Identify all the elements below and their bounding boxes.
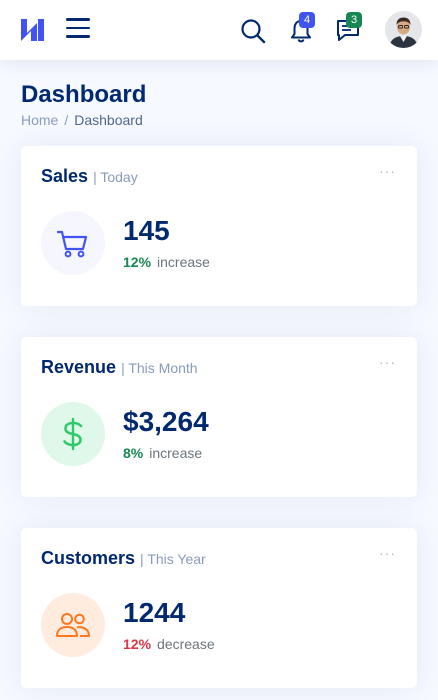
messages-badge: 3 — [346, 12, 362, 28]
breadcrumb: Home / Dashboard — [21, 111, 143, 129]
top-header: 4 3 — [0, 0, 438, 60]
card-title: Customers | This Year — [41, 548, 206, 568]
sales-card: Sales | Today ··· 145 12% increase — [21, 146, 417, 306]
card-value: 145 — [123, 215, 170, 246]
card-menu-icon[interactable]: ··· — [379, 545, 396, 561]
card-change: 12% increase — [123, 254, 210, 270]
notifications-badge: 4 — [299, 12, 315, 28]
menu-toggle-icon[interactable] — [66, 18, 90, 40]
card-menu-icon[interactable]: ··· — [379, 163, 396, 179]
search-icon[interactable] — [240, 18, 266, 44]
page-title-block: Dashboard — [21, 80, 146, 110]
people-icon-circle — [41, 593, 105, 657]
cart-icon — [56, 230, 88, 258]
card-change: 8% increase — [123, 445, 203, 461]
card-value: 1244 — [123, 597, 186, 628]
card-period: This Month — [128, 360, 198, 376]
breadcrumb-current: Dashboard — [74, 112, 143, 128]
dollar-icon-circle — [41, 402, 105, 466]
breadcrumb-separator: / — [64, 112, 69, 128]
profile-avatar[interactable] — [385, 11, 422, 48]
customers-card: Customers | This Year ··· 1244 12% decrea… — [21, 528, 417, 688]
breadcrumb-home-link[interactable]: Home — [21, 112, 59, 128]
people-icon — [56, 613, 90, 637]
dollar-icon — [63, 417, 83, 451]
card-value: $3,264 — [123, 406, 209, 437]
page-title: Dashboard — [21, 81, 147, 108]
brand-logo-icon[interactable] — [19, 17, 46, 43]
card-title: Revenue | This Month — [41, 357, 198, 377]
card-menu-icon[interactable]: ··· — [379, 354, 396, 370]
card-title: Sales | Today — [41, 166, 138, 186]
card-change: 12% decrease — [123, 636, 215, 652]
cart-icon-circle — [41, 211, 105, 275]
card-period: Today — [100, 169, 138, 185]
card-period: This Year — [147, 551, 206, 567]
revenue-card: Revenue | This Month ··· $3,264 8% increa… — [21, 337, 417, 497]
